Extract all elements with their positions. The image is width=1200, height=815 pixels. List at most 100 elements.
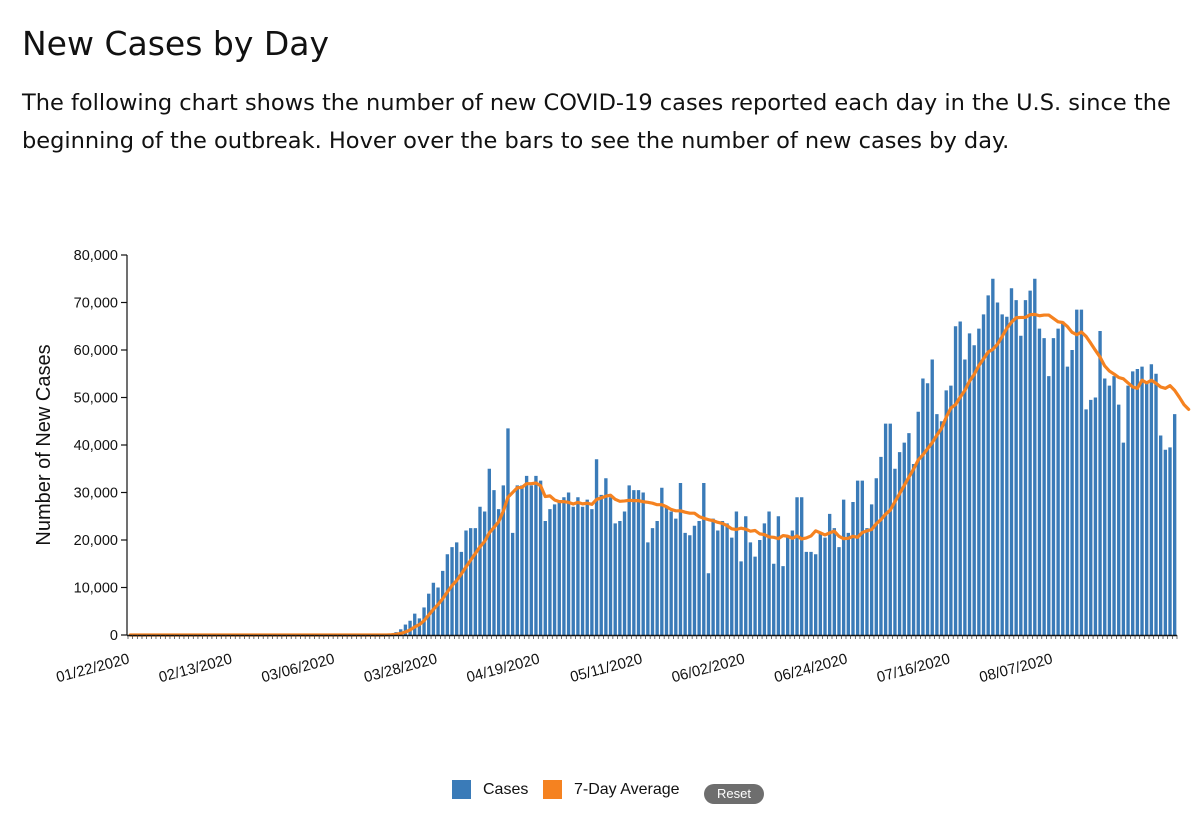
- legend-item-average[interactable]: 7-Day Average: [543, 780, 680, 799]
- case-bar[interactable]: [622, 511, 627, 636]
- case-bar[interactable]: [949, 385, 953, 636]
- case-bar[interactable]: [464, 530, 468, 636]
- case-bar[interactable]: [781, 566, 785, 636]
- case-bar[interactable]: [897, 452, 902, 636]
- case-bar[interactable]: [1014, 300, 1018, 636]
- case-bar[interactable]: [678, 483, 683, 635]
- case-bar[interactable]: [692, 525, 697, 635]
- case-bar[interactable]: [753, 556, 757, 636]
- case-bar[interactable]: [883, 423, 888, 636]
- case-bar[interactable]: [1163, 449, 1168, 635]
- case-bar[interactable]: [1079, 309, 1084, 636]
- case-bar[interactable]: [1056, 328, 1060, 636]
- case-bar[interactable]: [958, 321, 962, 636]
- case-bar[interactable]: [478, 506, 482, 635]
- case-bar[interactable]: [846, 532, 850, 636]
- case-bar[interactable]: [790, 530, 795, 636]
- case-bar[interactable]: [552, 504, 557, 636]
- case-bar[interactable]: [865, 528, 869, 636]
- case-bar[interactable]: [1047, 376, 1051, 636]
- case-bar[interactable]: [618, 521, 622, 635]
- case-bar[interactable]: [608, 497, 613, 635]
- case-bar[interactable]: [827, 513, 832, 636]
- legend-item-cases[interactable]: Cases: [452, 780, 528, 799]
- case-bar[interactable]: [1159, 435, 1163, 636]
- case-bar[interactable]: [506, 428, 510, 636]
- case-bar[interactable]: [748, 542, 753, 636]
- reset-button[interactable]: Reset: [704, 784, 764, 804]
- case-bar[interactable]: [496, 509, 501, 636]
- case-bar[interactable]: [1009, 288, 1014, 635]
- case-bar[interactable]: [734, 511, 739, 636]
- case-bar[interactable]: [636, 490, 641, 636]
- case-bar[interactable]: [967, 333, 972, 636]
- case-bar[interactable]: [455, 542, 459, 636]
- case-bar[interactable]: [627, 485, 631, 636]
- case-bar[interactable]: [562, 497, 566, 635]
- case-bar[interactable]: [921, 378, 925, 636]
- case-bar[interactable]: [995, 302, 1000, 636]
- case-bar[interactable]: [841, 499, 846, 636]
- case-bar[interactable]: [711, 518, 715, 636]
- case-bar[interactable]: [911, 464, 916, 635]
- case-bar[interactable]: [1084, 409, 1088, 636]
- case-bar[interactable]: [604, 478, 608, 635]
- case-bar[interactable]: [720, 521, 725, 635]
- case-bar[interactable]: [939, 421, 944, 635]
- case-bar[interactable]: [441, 570, 445, 636]
- case-bar[interactable]: [1093, 397, 1098, 636]
- case-bar[interactable]: [650, 528, 655, 636]
- case-bar[interactable]: [860, 480, 864, 636]
- case-bar[interactable]: [795, 497, 799, 635]
- case-bar[interactable]: [408, 620, 412, 635]
- case-bar[interactable]: [786, 535, 790, 635]
- case-bar[interactable]: [468, 528, 473, 636]
- case-bar[interactable]: [944, 390, 948, 636]
- case-bar[interactable]: [436, 587, 440, 636]
- case-bar[interactable]: [1061, 321, 1065, 636]
- case-bar[interactable]: [991, 278, 995, 635]
- case-bar[interactable]: [762, 523, 767, 636]
- case-bar[interactable]: [953, 326, 958, 635]
- case-bar[interactable]: [1089, 399, 1093, 636]
- case-bar[interactable]: [1000, 314, 1004, 636]
- case-bar[interactable]: [683, 532, 687, 636]
- case-bar[interactable]: [585, 499, 589, 636]
- case-bar[interactable]: [804, 551, 809, 636]
- case-bar[interactable]: [1149, 364, 1154, 635]
- case-bar[interactable]: [669, 511, 673, 636]
- case-bar[interactable]: [1140, 366, 1144, 636]
- case-bar[interactable]: [1019, 335, 1023, 635]
- case-bar[interactable]: [1135, 369, 1140, 635]
- case-bar[interactable]: [1145, 383, 1149, 635]
- case-bar[interactable]: [972, 345, 976, 635]
- case-bar[interactable]: [814, 554, 818, 635]
- case-bar[interactable]: [837, 547, 841, 636]
- case-bar[interactable]: [832, 528, 837, 636]
- case-bar[interactable]: [1168, 447, 1172, 636]
- case-bar[interactable]: [963, 359, 967, 636]
- case-bar[interactable]: [725, 523, 729, 636]
- case-bar[interactable]: [1065, 366, 1070, 636]
- case-bar[interactable]: [1005, 316, 1009, 635]
- case-bar[interactable]: [986, 295, 990, 636]
- case-bar[interactable]: [888, 423, 892, 636]
- case-bar[interactable]: [641, 492, 645, 636]
- case-bar[interactable]: [520, 485, 524, 636]
- case-bar[interactable]: [869, 504, 874, 636]
- case-bar[interactable]: [524, 475, 529, 636]
- case-bar[interactable]: [706, 573, 711, 635]
- case-bar[interactable]: [1107, 385, 1112, 636]
- case-bar[interactable]: [1154, 373, 1158, 635]
- case-bar[interactable]: [1037, 328, 1042, 636]
- case-bar[interactable]: [809, 551, 813, 636]
- case-bar[interactable]: [674, 518, 678, 636]
- case-bar[interactable]: [916, 411, 920, 635]
- case-bar[interactable]: [981, 314, 986, 636]
- case-bar[interactable]: [1028, 290, 1032, 636]
- case-bar[interactable]: [874, 478, 878, 635]
- case-bar[interactable]: [879, 456, 883, 636]
- case-bar[interactable]: [800, 497, 804, 635]
- case-bar[interactable]: [613, 523, 617, 636]
- case-bar[interactable]: [534, 475, 538, 636]
